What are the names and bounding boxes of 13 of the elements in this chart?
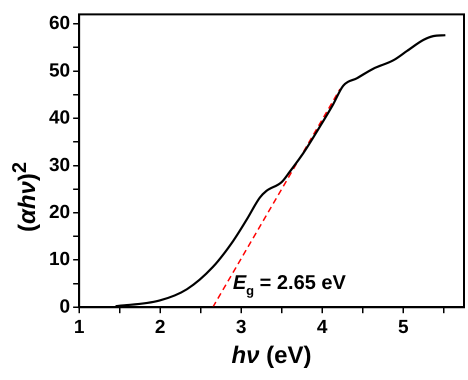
y-tick-label: 60 [48, 13, 70, 34]
y-tick-label: 20 [48, 202, 70, 223]
y-tick-label: 0 [60, 296, 70, 318]
x-axis-title: hν (eV) [230, 342, 313, 370]
y-tick-label: 10 [48, 249, 70, 270]
y-tick-label: 30 [48, 154, 70, 176]
y-tick-label: 50 [48, 60, 70, 82]
x-tick-label: 4 [316, 316, 328, 338]
x-tick-label: 3 [236, 316, 246, 338]
y-tick-label: 40 [48, 108, 70, 129]
x-tick-label: 1 [74, 316, 85, 338]
x-tick-label: 2 [154, 316, 166, 338]
x-tick-label: 5 [398, 316, 409, 338]
